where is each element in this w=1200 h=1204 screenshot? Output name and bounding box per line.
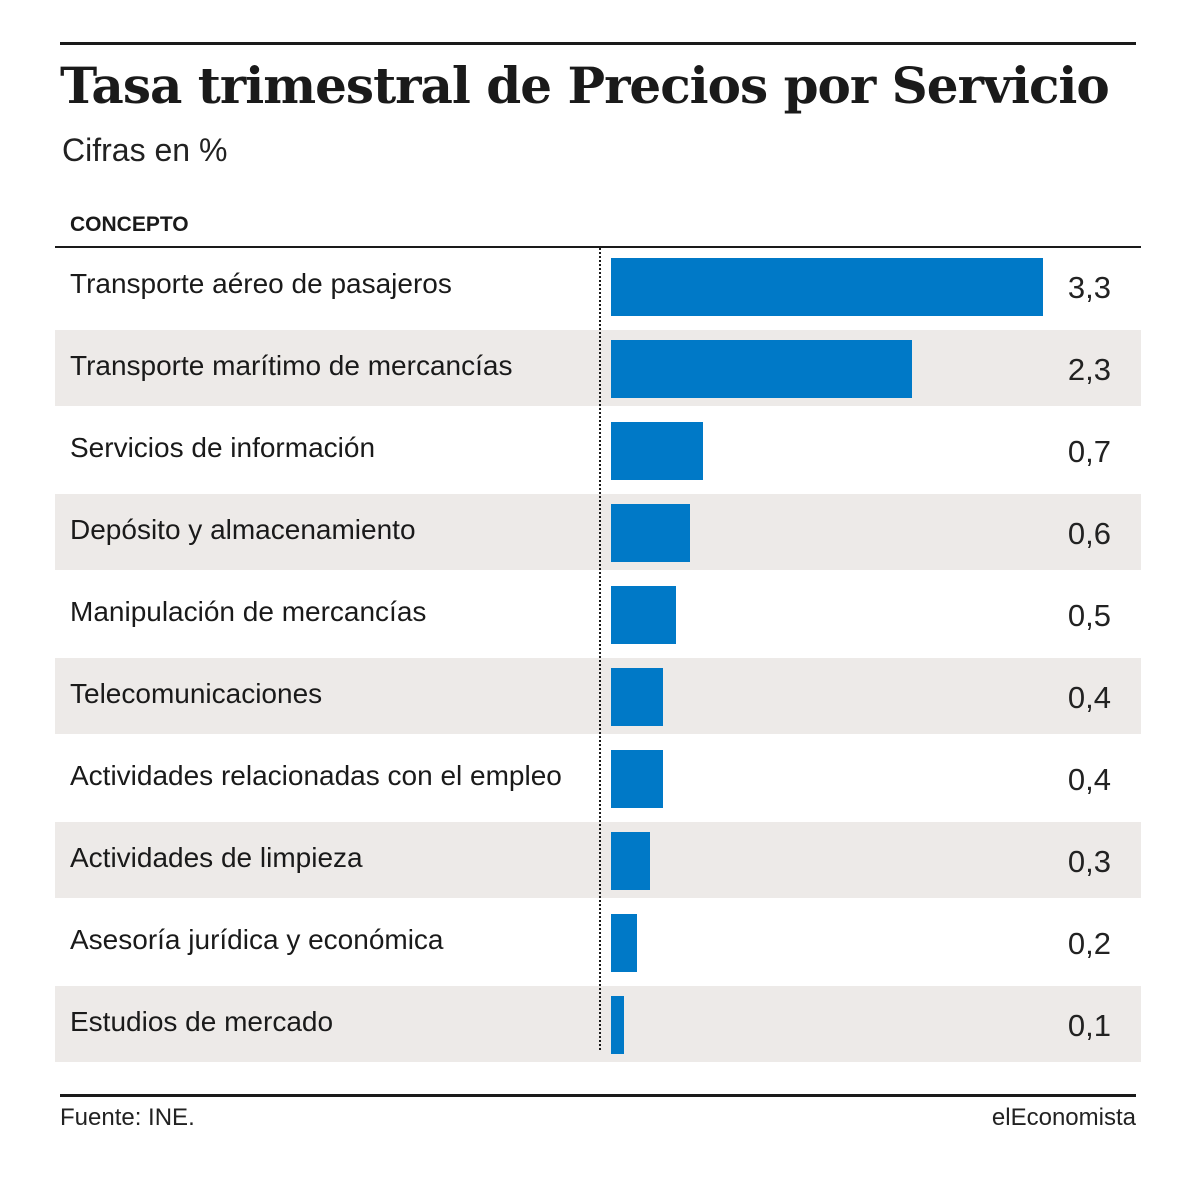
category-label: Transporte aéreo de pasajeros [70, 268, 452, 299]
value-label: 0,1 [1067, 1008, 1111, 1043]
bar [611, 914, 637, 972]
bar [611, 750, 663, 808]
category-label: Servicios de información [70, 432, 376, 463]
chart-subtitle: Cifras en % [62, 132, 228, 168]
bar [611, 504, 690, 562]
category-label: Transporte marítimo de mercancías [70, 350, 513, 381]
value-label: 2,3 [1067, 352, 1111, 387]
bar [611, 832, 650, 890]
category-label: Depósito y almacenamiento [70, 514, 416, 545]
top-rule [60, 42, 1136, 45]
value-label: 0,7 [1067, 434, 1111, 469]
chart-row: Servicios de información 0,7 [55, 412, 1141, 488]
chart-row: Depósito y almacenamiento 0,6 [55, 494, 1141, 570]
chart-row: Estudios de mercado 0,1 [55, 986, 1141, 1062]
category-label: Manipulación de mercancías [70, 596, 427, 627]
brand-logo-text: elEconomista [991, 1104, 1136, 1131]
value-label: 0,4 [1067, 762, 1111, 797]
value-label: 3,3 [1067, 270, 1111, 305]
value-label: 0,4 [1067, 680, 1111, 715]
bar [611, 996, 624, 1054]
value-label: 0,5 [1067, 598, 1111, 633]
chart-row: Actividades de limpieza 0,3 [55, 822, 1141, 898]
chart-title: Tasa trimestral de Precios por Servicio [60, 56, 1110, 115]
source-note: Fuente: INE. [60, 1104, 195, 1131]
category-label: Actividades relacionadas con el empleo [70, 760, 562, 791]
chart-row: Actividades relacionadas con el empleo 0,… [55, 740, 1141, 816]
bar [611, 340, 912, 398]
baseline-axis [599, 248, 601, 1050]
value-label: 0,3 [1067, 844, 1111, 879]
chart-row: Transporte marítimo de mercancías 2,3 [55, 330, 1141, 406]
category-label: Estudios de mercado [70, 1006, 334, 1037]
chart-row: Asesoría jurídica y económica 0,2 [55, 904, 1141, 980]
category-label: Actividades de limpieza [70, 842, 363, 873]
category-label: Asesoría jurídica y económica [70, 924, 444, 955]
bar [611, 668, 663, 726]
bottom-rule [60, 1094, 1136, 1097]
chart-row: Transporte aéreo de pasajeros 3,3 [55, 248, 1141, 324]
value-label: 0,6 [1067, 516, 1111, 551]
column-header-concepto: CONCEPTO [70, 213, 189, 236]
bar [611, 586, 676, 644]
category-label: Telecomunicaciones [70, 678, 323, 709]
value-label: 0,2 [1067, 926, 1111, 961]
chart-row: Telecomunicaciones 0,4 [55, 658, 1141, 734]
header-divider [55, 246, 1141, 248]
bar [611, 422, 703, 480]
bar [611, 258, 1043, 316]
chart-row: Manipulación de mercancías 0,5 [55, 576, 1141, 652]
